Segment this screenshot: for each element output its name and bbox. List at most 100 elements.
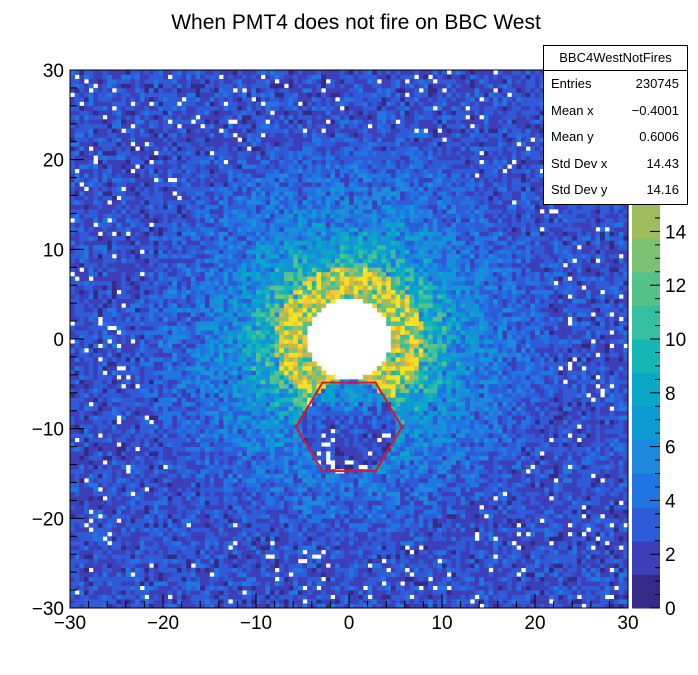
heatmap-cell [195, 540, 201, 546]
heatmap-cell [204, 146, 210, 152]
heatmap-cell [102, 101, 108, 107]
heatmap-cell [93, 513, 99, 519]
heatmap-cell [228, 365, 234, 371]
heatmap-cell [125, 204, 131, 210]
heatmap-cell [186, 406, 192, 412]
heatmap-cell [181, 513, 187, 519]
heatmap-cell [153, 509, 159, 515]
heatmap-cell [79, 545, 85, 551]
heatmap-cell [79, 581, 85, 586]
heatmap-cell [228, 96, 234, 102]
heatmap-cell [70, 208, 76, 214]
heatmap-cell [237, 303, 243, 309]
heatmap-cell [214, 200, 220, 205]
heatmap-cell [176, 370, 182, 376]
heatmap-cell [232, 258, 238, 264]
heatmap-cell [111, 482, 117, 488]
heatmap-cell [130, 365, 136, 371]
heatmap-cell [70, 213, 76, 219]
heatmap-cell [130, 406, 136, 412]
heatmap-cell [121, 119, 127, 125]
heatmap-cell [144, 545, 150, 551]
heatmap-cell [111, 141, 117, 147]
heatmap-cell [158, 96, 164, 102]
heatmap-cell [242, 522, 248, 528]
heatmap-cell [121, 78, 127, 84]
heatmap-cell [83, 240, 89, 246]
heatmap-cell [79, 370, 85, 376]
heatmap-cell [139, 383, 145, 389]
heatmap-cell [209, 446, 215, 452]
heatmap-cell [237, 531, 243, 537]
heatmap-cell [181, 379, 187, 385]
heatmap-cell [130, 258, 136, 264]
heatmap-cell [246, 370, 252, 376]
heatmap-cell [176, 213, 182, 219]
heatmap-cell [153, 96, 159, 102]
heatmap-cell [232, 325, 238, 331]
heatmap-cell [200, 576, 206, 582]
heatmap-cell [102, 401, 108, 407]
heatmap-cell [139, 321, 145, 326]
heatmap-cell [214, 599, 220, 604]
heatmap-cell [88, 415, 94, 421]
heatmap-cell [79, 518, 85, 524]
heatmap-cell [232, 271, 238, 277]
heatmap-cell [88, 271, 94, 277]
heatmap-cell [167, 406, 173, 412]
heatmap-cell [88, 603, 94, 609]
heatmap-cell [83, 531, 89, 537]
heatmap-cell [70, 567, 76, 573]
heatmap-cell [144, 195, 150, 201]
heatmap-cell [79, 567, 85, 573]
heatmap-cell [163, 419, 169, 425]
heatmap-cell [121, 262, 127, 268]
heatmap-cell [139, 486, 145, 492]
heatmap-cell [125, 527, 131, 533]
heatmap-cell [256, 173, 262, 178]
heatmap-cell [195, 545, 201, 551]
heatmap-cell [260, 240, 266, 246]
heatmap-cell [97, 325, 103, 331]
heatmap-cell [111, 361, 117, 367]
heatmap-cell [93, 464, 99, 470]
heatmap-cell [135, 276, 141, 282]
heatmap-cell [116, 249, 122, 255]
heatmap-cell [195, 150, 201, 156]
heatmap-cell [209, 356, 215, 362]
heatmap-cell [149, 361, 155, 367]
heatmap-cell [83, 437, 89, 443]
heatmap-cell [70, 191, 76, 196]
heatmap-cell [93, 164, 99, 170]
heatmap-cell [209, 549, 215, 555]
heatmap-cell [144, 119, 150, 125]
heatmap-cell [265, 410, 271, 416]
heatmap-cell [223, 280, 229, 286]
heatmap-cell [97, 191, 103, 196]
heatmap-cell [79, 585, 85, 591]
heatmap-cell [228, 222, 234, 228]
heatmap-cell [204, 173, 210, 178]
heatmap-cell [153, 141, 159, 147]
heatmap-cell [111, 540, 117, 546]
heatmap-cell [256, 567, 262, 573]
heatmap-cell [242, 159, 248, 165]
heatmap-cell [214, 231, 220, 237]
heatmap-cell [163, 289, 169, 295]
heatmap-cell [195, 473, 201, 479]
heatmap-cell [83, 491, 89, 497]
heatmap-cell [228, 303, 234, 309]
heatmap-cell [139, 177, 145, 183]
heatmap-cell [135, 204, 141, 210]
heatmap-cell [251, 217, 257, 223]
heatmap-cell [214, 168, 220, 174]
heatmap-cell [93, 312, 99, 317]
heatmap-cell [79, 78, 85, 84]
heatmap-cell [204, 563, 210, 569]
heatmap-cell [172, 74, 178, 80]
heatmap-cell [144, 213, 150, 219]
heatmap-cell [186, 527, 192, 533]
heatmap-cell [158, 388, 164, 394]
heatmap-cell [149, 428, 155, 434]
heatmap-cell [74, 226, 80, 232]
